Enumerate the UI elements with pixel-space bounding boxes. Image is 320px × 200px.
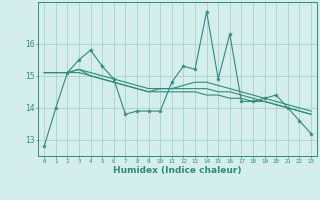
X-axis label: Humidex (Indice chaleur): Humidex (Indice chaleur) <box>113 166 242 175</box>
